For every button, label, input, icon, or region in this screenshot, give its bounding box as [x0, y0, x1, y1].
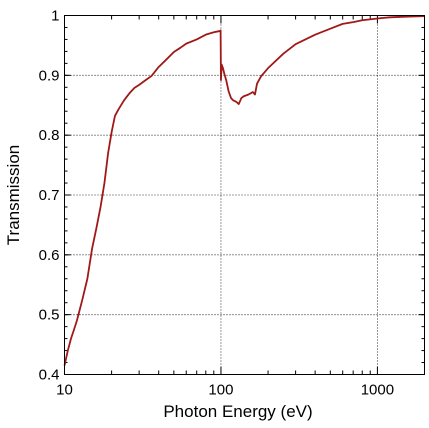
transmission-series-line	[63, 15, 425, 366]
x-tick-label: 100	[208, 382, 233, 399]
x-tick-label: 1000	[361, 382, 394, 399]
tick-labels: 0.4 0.5 0.6 0.7 0.8 0.9 1 10 100 1000	[39, 8, 394, 399]
x-axis-title: Photon Energy (eV)	[163, 402, 312, 421]
grid-lines	[64, 15, 425, 375]
y-tick-label: 0.6	[39, 247, 60, 264]
plot-frame	[64, 15, 425, 375]
y-axis-title: Transmission	[4, 145, 23, 245]
y-tick-label: 0.5	[39, 307, 60, 324]
y-tick-label: 1	[51, 8, 59, 25]
y-tick-label: 0.8	[39, 127, 60, 144]
y-tick-label: 0.4	[39, 367, 60, 384]
y-tick-label: 0.9	[39, 67, 60, 84]
x-tick-label: 10	[56, 382, 73, 399]
y-tick-label: 0.7	[39, 187, 60, 204]
